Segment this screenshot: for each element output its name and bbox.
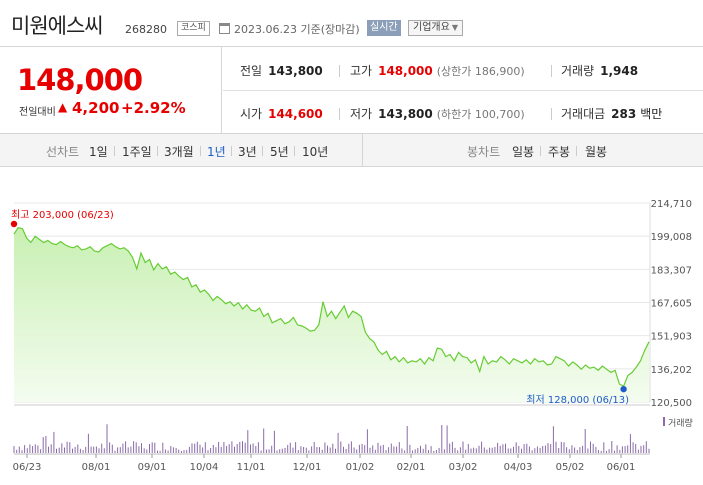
stat-volume: 거래량 1,948 (561, 61, 638, 81)
stat-prev-value: 143,800 (268, 64, 323, 78)
x-tick-label: 12/01 (293, 462, 322, 473)
change-percent: +2.92% (121, 99, 186, 117)
low-marker (620, 385, 627, 393)
candle-chart-group-label: 봉차트 (467, 145, 501, 159)
y-tick-label: 167,605 (651, 299, 692, 310)
calendar-icon (219, 23, 230, 34)
tab-daily[interactable]: 일봉 (512, 145, 535, 159)
y-tick-label: 214,710 (651, 199, 692, 210)
y-tick-label: 151,903 (651, 332, 692, 343)
y-tick-label: 136,202 (651, 365, 692, 376)
x-tick-label: 06/23 (13, 462, 42, 473)
line-chart-group-label: 선차트 (46, 145, 80, 159)
x-tick-label: 11/01 (237, 462, 266, 473)
stat-high: 고가 148,000 (상한가 186,900) (350, 61, 525, 81)
tab-3y[interactable]: 3년 (238, 145, 257, 159)
stat-low: 저가 143,800 (하한가 100,700) (350, 104, 525, 124)
stat-open-value: 144,600 (268, 107, 323, 121)
tab-5y[interactable]: 5년 (270, 145, 289, 159)
stat-prev-label: 전일 (240, 64, 263, 78)
stock-header: 미원에스씨 268280 코스피 2023.06.23 기준(장마감) 실시간 … (0, 0, 703, 46)
stat-amount-value: 283 (611, 107, 637, 121)
market-badge: 코스피 (177, 21, 210, 36)
stat-volume-value: 1,948 (600, 64, 639, 78)
realtime-button[interactable]: 실시간 (367, 20, 401, 36)
y-tick-label: 183,307 (651, 265, 692, 276)
y-tick-label: 120,500 (651, 398, 692, 409)
x-tick-label: 01/02 (346, 462, 375, 473)
x-tick-label: 03/02 (449, 462, 478, 473)
date-text: 2023.06.23 기준(장마감) (234, 23, 360, 36)
tab-1w[interactable]: 1주일 (122, 145, 152, 159)
stat-open: 시가 144,600 (240, 104, 323, 124)
y-tick-label: 199,008 (651, 232, 692, 243)
stat-high-value: 148,000 (378, 64, 433, 78)
period-tabs: 선차트 1일 1주일 3개월 1년 3년 5년 10년 봉차트 일봉 주봉 월봉 (0, 134, 703, 167)
x-tick-label: 09/01 (138, 462, 167, 473)
stat-upper-limit: (상한가 186,900) (436, 65, 525, 78)
tab-1y[interactable]: 1년 (207, 145, 226, 159)
price-summary: 148,000 전일대비 ▲ 4,200 +2.92% 전일 143,800 고가… (0, 46, 703, 134)
price-chart-svg: 214,710 199,008 183,307 167,605 151,903 136,2… (10, 199, 693, 473)
x-tick-label: 05/02 (556, 462, 585, 473)
current-price: 148,000 (17, 63, 143, 97)
tab-1d[interactable]: 1일 (89, 145, 108, 159)
stat-low-label: 저가 (350, 107, 373, 121)
low-annotation: 최저 128,000 (06/13) (526, 394, 629, 406)
up-arrow-icon: ▲ (58, 100, 68, 114)
price-line (13, 227, 650, 388)
price-area (14, 227, 649, 402)
stat-amount-label: 거래대금 (561, 107, 606, 121)
stat-high-label: 고가 (350, 64, 373, 78)
stock-name: 미원에스씨 (11, 14, 104, 38)
tab-monthly[interactable]: 월봉 (585, 145, 608, 159)
high-annotation: 최고 203,000 (06/23) (11, 209, 114, 221)
change-label: 전일대비 (19, 107, 56, 118)
volume-label: 거래량 (668, 417, 693, 429)
stat-volume-label: 거래량 (561, 64, 595, 78)
stat-open-label: 시가 (240, 107, 263, 121)
chevron-down-icon: ▼ (451, 23, 458, 32)
x-tick-label: 04/03 (504, 462, 533, 473)
x-tick-label: 06/01 (607, 462, 636, 473)
x-tick-label: 08/01 (82, 462, 111, 473)
stat-lower-limit: (하한가 100,700) (436, 108, 525, 121)
tab-10y[interactable]: 10년 (302, 145, 329, 159)
x-tick-label: 10/04 (190, 462, 219, 473)
price-chart: 214,710 199,008 183,307 167,605 151,903 136,2… (0, 167, 703, 485)
company-info-dropdown[interactable]: 기업개요 ▼ (408, 20, 463, 36)
stat-low-value: 143,800 (378, 107, 433, 121)
company-info-label: 기업개요 (413, 22, 450, 33)
stat-amount-unit: 백만 (640, 107, 663, 121)
current-price-box: 148,000 전일대비 ▲ 4,200 +2.92% (0, 47, 222, 133)
stat-prev: 전일 143,800 (240, 61, 323, 81)
stat-amount: 거래대금 283 백만 (561, 104, 662, 124)
volume-legend-swatch (663, 417, 665, 426)
stock-code: 268280 (125, 23, 167, 36)
tab-3m[interactable]: 3개월 (164, 145, 194, 159)
high-marker (10, 220, 18, 228)
change-value: 4,200 (72, 99, 120, 117)
x-tick-label: 02/01 (397, 462, 426, 473)
tab-weekly[interactable]: 주봉 (548, 145, 571, 159)
